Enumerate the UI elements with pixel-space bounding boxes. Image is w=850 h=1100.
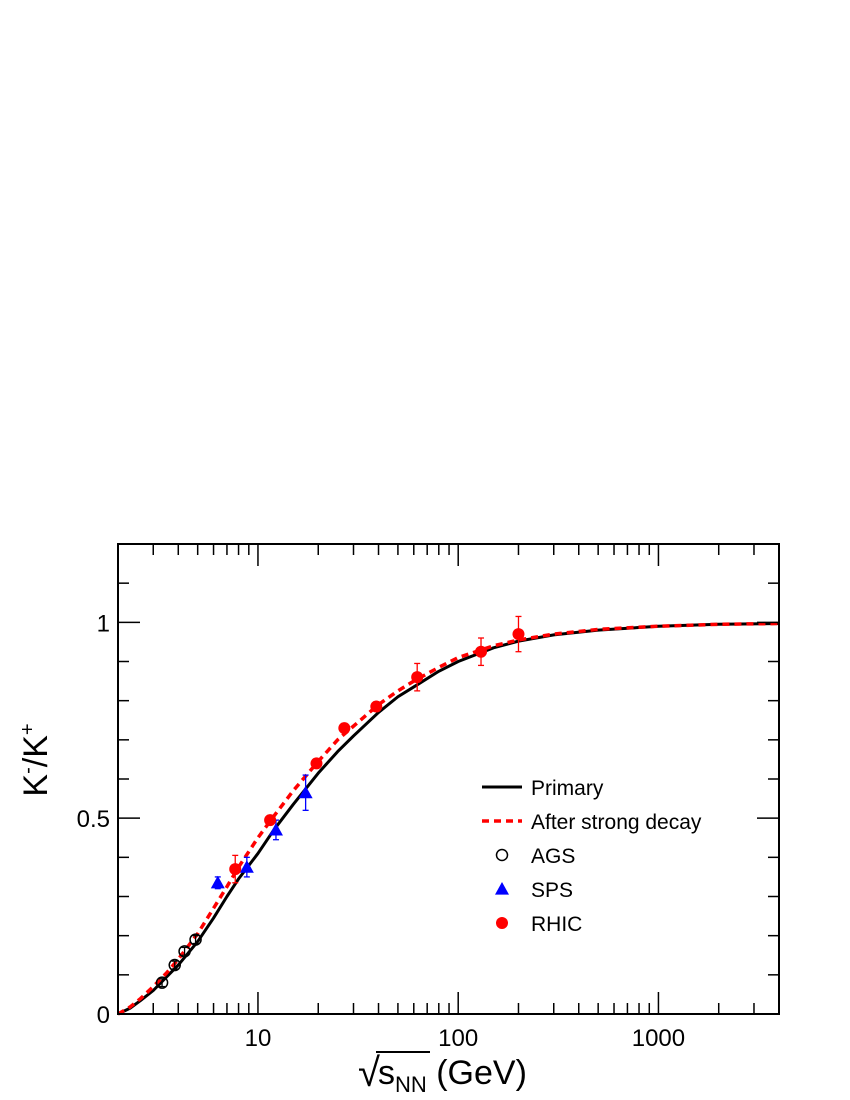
- y-axis-title: K-/K+: [17, 723, 55, 796]
- x-tick-label: 1000: [632, 1025, 685, 1052]
- rhic-point: [370, 700, 383, 713]
- ags-point: [155, 976, 169, 989]
- ags-point: [168, 958, 181, 972]
- ags-point: [189, 933, 202, 946]
- sps-point: [239, 860, 254, 873]
- y-axis-title-sup2: +: [17, 723, 39, 735]
- y-tick-label: 0.5: [77, 806, 110, 833]
- x-axis-title: √ sNN (GeV): [358, 1051, 527, 1097]
- rhic-point: [229, 863, 242, 876]
- legend: Primary After strong decay AGS SPS RHIC: [482, 777, 702, 936]
- curves-layer: [117, 621, 780, 1016]
- x-axis-title-main: s: [378, 1054, 395, 1092]
- plot-frame: [117, 543, 780, 1015]
- rhic-point: [310, 757, 323, 770]
- y-tick-label: 0: [97, 1002, 110, 1029]
- legend-label-ags: AGS: [531, 845, 575, 868]
- tick-labels-layer: 10 100 1000 0 0.5 1: [77, 610, 686, 1052]
- sps-point: [210, 875, 225, 889]
- y-tick-label: 1: [97, 610, 110, 637]
- svg-text:sNN (GeV): sNN (GeV): [378, 1054, 527, 1097]
- legend-label-primary: Primary: [531, 777, 604, 800]
- x-axis-title-unit: (GeV): [427, 1054, 527, 1092]
- x-tick-label: 100: [438, 1025, 478, 1052]
- rhic-point: [411, 671, 424, 684]
- svg-text:K-/K+: K-/K+: [17, 723, 55, 796]
- ticks-layer: [117, 543, 780, 1015]
- rhic-point: [475, 645, 488, 658]
- y-axis-title-sup1: -: [17, 767, 39, 774]
- legend-swatch-rhic: [496, 917, 508, 929]
- rhic-point: [512, 628, 525, 641]
- x-tick-label: 10: [245, 1025, 272, 1052]
- legend-swatch-ags: [495, 848, 509, 862]
- y-axis-title-mid: /K: [17, 735, 55, 767]
- legend-swatch-sps: [495, 882, 509, 895]
- sps-point: [298, 785, 313, 799]
- points-layer: [155, 615, 525, 989]
- legend-label-rhic: RHIC: [531, 913, 582, 936]
- sps-point: [268, 822, 283, 836]
- rhic-point: [338, 722, 351, 735]
- x-axis-title-sub: NN: [395, 1072, 427, 1097]
- rhic-point: [264, 814, 277, 827]
- curve-after-strong-decay: [117, 621, 780, 1016]
- y-axis-title-k1: K: [17, 774, 55, 797]
- legend-label-sps: SPS: [531, 879, 573, 902]
- x-axis-title-sqrt: √: [358, 1051, 380, 1095]
- legend-label-after-strong-decay: After strong decay: [531, 811, 702, 834]
- ags-point: [178, 945, 191, 958]
